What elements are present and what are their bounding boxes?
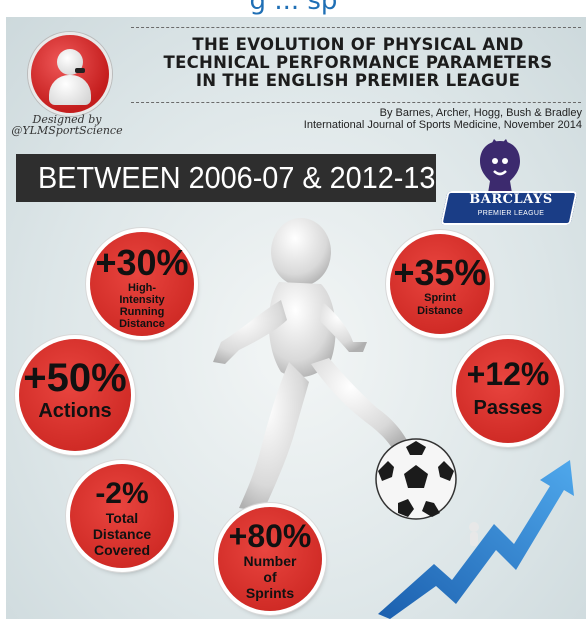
stat-label: Number of Sprints xyxy=(243,553,297,601)
stat-value: +35% xyxy=(393,252,487,293)
soccer-ball-icon xyxy=(375,438,457,520)
stat-value: +50% xyxy=(23,356,127,400)
lion-crest-icon xyxy=(480,139,520,193)
stat-value: +30% xyxy=(95,242,189,283)
rising-arrow-icon xyxy=(378,460,574,619)
stat-number-of-sprints: +80% Number of Sprints xyxy=(218,507,322,611)
period-banner: BETWEEN 2006-07 & 2012-13 xyxy=(16,154,436,202)
league-badge-subtitle: PREMIER LEAGUE xyxy=(477,210,545,217)
stat-value: +12% xyxy=(466,356,550,392)
designer-credit-line1: Designed by xyxy=(32,113,102,126)
stat-actions: +50% Actions xyxy=(19,339,131,451)
citation-journal: International Journal of Sports Medicine… xyxy=(303,119,582,131)
main-title-line1: THE EVOLUTION OF PHYSICAL AND xyxy=(192,35,524,54)
stat-label: Passes xyxy=(473,397,543,419)
main-title: THE EVOLUTION OF PHYSICAL AND TECHNICAL … xyxy=(130,36,586,90)
stat-high-intensity-running: +30% High-Intensity Running Distance xyxy=(90,232,194,336)
period-banner-text: BETWEEN 2006-07 & 2012-13 xyxy=(38,160,436,195)
league-badge-brand: BARCLAYS xyxy=(469,192,553,207)
main-title-line2: TECHNICAL PERFORMANCE PARAMETERS xyxy=(163,53,553,72)
stat-total-distance: -2% Total Distance Covered xyxy=(70,464,174,568)
citation-authors: By Barnes, Archer, Hogg, Bush & Bradley xyxy=(379,107,582,119)
citation: By Barnes, Archer, Hogg, Bush & Bradley … xyxy=(304,107,582,131)
header-bottom-divider xyxy=(131,102,581,103)
whistle-referee-logo-icon xyxy=(28,32,112,116)
running-figure-illustration xyxy=(213,218,411,512)
stat-label: High-Intensity Running Distance xyxy=(119,282,165,330)
designer-credit: Designed by @YLMSportScience xyxy=(6,114,128,136)
stat-value: +80% xyxy=(228,518,312,554)
designer-credit-line2: @YLMSportScience xyxy=(11,124,123,137)
stat-value: -2% xyxy=(95,477,149,510)
stat-label: Actions xyxy=(38,400,112,422)
stat-sprint-distance: +35% Sprint Distance xyxy=(390,234,490,334)
stat-label: Total Distance Covered xyxy=(92,510,152,558)
page-top-title: g ... sp xyxy=(249,0,338,16)
infographic-poster: Designed by @YLMSportScience THE EVOLUTI… xyxy=(6,17,586,619)
header-top-divider xyxy=(131,27,581,28)
stat-label: Sprint Distance xyxy=(417,292,463,317)
main-title-line3: IN THE ENGLISH PREMIER LEAGUE xyxy=(195,71,521,90)
stat-passes: +12% Passes xyxy=(456,339,560,443)
